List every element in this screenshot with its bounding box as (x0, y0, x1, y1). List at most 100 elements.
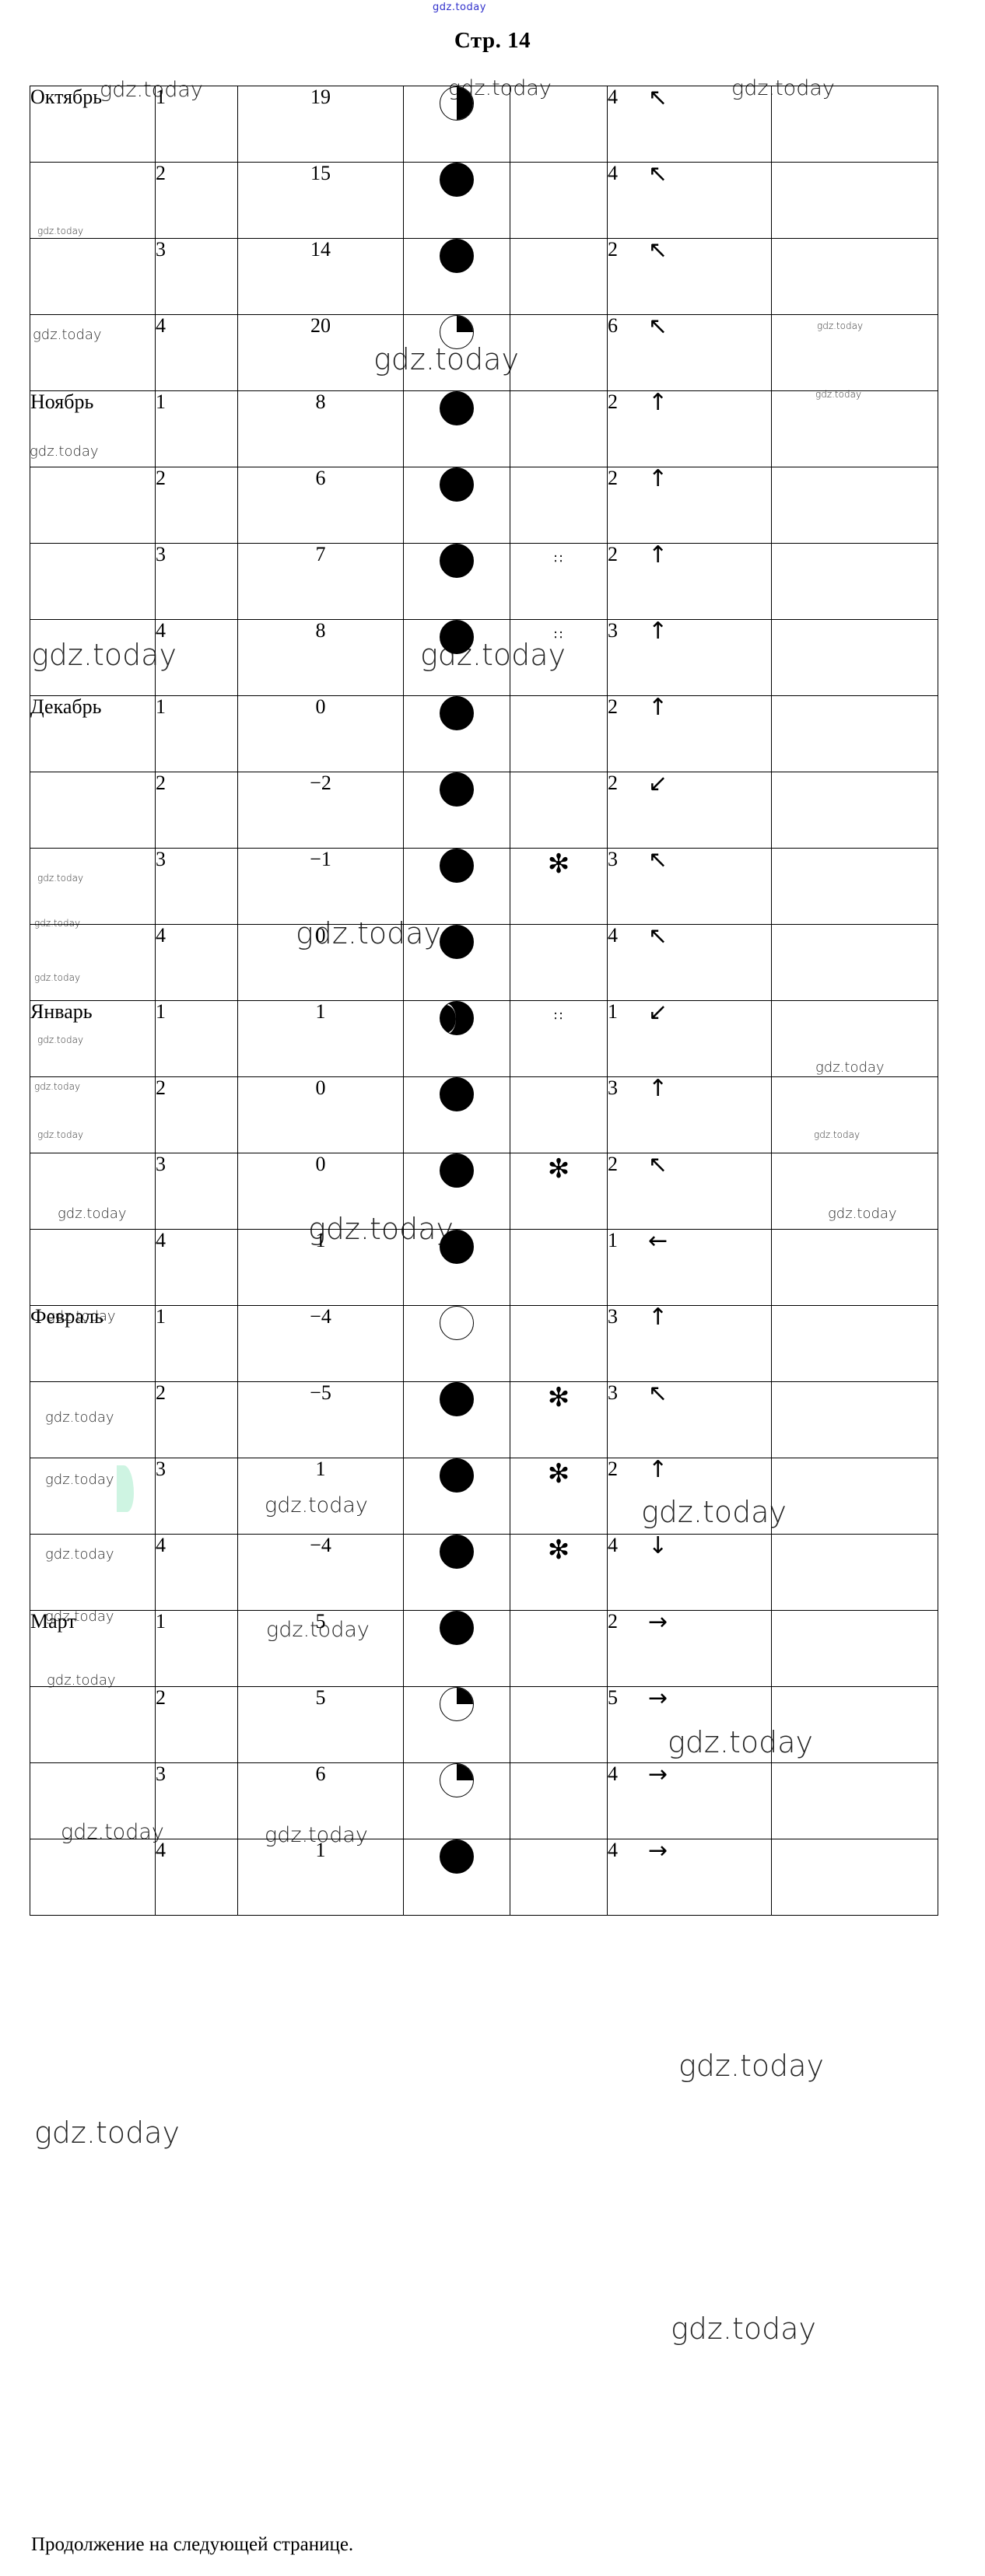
cell-month (30, 772, 156, 849)
cell-wind: 2 ↖ (607, 1153, 772, 1230)
cell-precipitation: ✻ (510, 1458, 608, 1535)
wind-speed-value: 3 (608, 1076, 618, 1099)
cell-extra (771, 1000, 938, 1077)
cell-temperature: 0 (237, 695, 404, 772)
cell-temperature: 1 (237, 1839, 404, 1916)
cell-precipitation (510, 924, 608, 1001)
cell-extra (771, 695, 938, 772)
table-row: 3 1 ✻ 2 ↑ (30, 1458, 938, 1535)
moon-phase-full-icon (440, 391, 474, 425)
cell-extra (771, 86, 938, 163)
wind-direction-arrow-icon: ↖ (648, 236, 668, 264)
cell-wind: 2 ↙ (607, 772, 772, 849)
table-row: Ноябрь 1 8 2 ↑ (30, 390, 938, 467)
cell-wind: 4 ↖ (607, 84, 772, 163)
wind-speed-value: 6 (608, 314, 618, 337)
cell-moon-phase (403, 1610, 510, 1687)
cell-week-number: 4 (155, 924, 238, 1001)
cell-month (30, 619, 156, 696)
snowflake-icon: ✻ (547, 849, 570, 880)
cell-precipitation (510, 1839, 608, 1916)
cell-week-number: 3 (155, 1762, 238, 1839)
wind-direction-arrow-icon: → (648, 1761, 668, 1788)
cell-precipitation (510, 695, 608, 772)
cell-precipitation (510, 238, 608, 315)
wind-direction-arrow-icon: ↑ (648, 465, 668, 492)
cell-month (30, 467, 156, 544)
rain-icon: ∷ (554, 1009, 563, 1024)
cell-temperature: 1 (237, 1229, 404, 1306)
cell-week-number: 4 (155, 1534, 238, 1611)
cell-week-number: 1 (155, 1610, 238, 1687)
cell-temperature: 0 (237, 1076, 404, 1153)
cell-week-number: 3 (155, 848, 238, 925)
cell-wind: 1 ↙ (607, 999, 772, 1077)
wind-direction-arrow-icon: ↑ (648, 1304, 668, 1331)
table-row: 3 −1 ✻ 3 ↖ (30, 848, 938, 925)
wind-speed-value: 4 (608, 1534, 618, 1556)
table-row: Январь 1 1 ∷ 1 ↙ (30, 999, 938, 1077)
cell-moon-phase (403, 1534, 510, 1611)
cell-extra (771, 467, 938, 544)
cell-precipitation (510, 1229, 608, 1306)
wind-direction-arrow-icon: ↖ (648, 84, 668, 111)
moon-phase-full-icon (440, 1382, 474, 1416)
moon-phase-full-icon (440, 467, 474, 502)
wind-direction-arrow-icon: ↑ (648, 618, 668, 645)
cell-month (30, 1762, 156, 1839)
wind-speed-value: 1 (608, 1000, 618, 1023)
wind-speed-value: 3 (608, 619, 618, 642)
cell-extra (771, 1381, 938, 1458)
cell-week-number: 4 (155, 619, 238, 696)
wind-direction-arrow-icon: ↙ (648, 999, 668, 1026)
cell-extra (771, 390, 938, 467)
wind-speed-value: 2 (608, 772, 618, 794)
wind-speed-value: 4 (608, 1762, 618, 1785)
moon-phase-full-icon (440, 1839, 474, 1874)
watermark: gdz.today (34, 2116, 180, 2150)
wind-speed-value: 2 (608, 390, 618, 413)
table-row: Декабрь 1 0 2 ↑ (30, 695, 938, 772)
cell-moon-phase (403, 238, 510, 315)
cell-extra (771, 1305, 938, 1382)
cell-precipitation (510, 390, 608, 467)
moon-phase-right-half-icon (440, 86, 474, 121)
cell-wind: 2 ↑ (607, 695, 772, 772)
cell-wind: 2 ↑ (607, 465, 772, 544)
moon-phase-full-icon (440, 696, 474, 730)
cell-month: Октябрь (30, 86, 156, 163)
cell-extra (771, 1458, 938, 1535)
table-row: 4 1 4 → (30, 1839, 938, 1916)
table-row: 3 0 ✻ 2 ↖ (30, 1153, 938, 1230)
cell-month (30, 848, 156, 925)
cell-moon-phase (403, 1000, 510, 1077)
table-row: 2 6 2 ↑ (30, 467, 938, 544)
wind-speed-value: 2 (608, 695, 618, 718)
cell-week-number: 3 (155, 1458, 238, 1535)
cell-extra (771, 1686, 938, 1763)
cell-precipitation (510, 1076, 608, 1153)
cell-week-number: 3 (155, 543, 238, 620)
cell-extra (771, 314, 938, 391)
cell-wind: 4 → (607, 1761, 772, 1839)
wind-direction-arrow-icon: ↖ (648, 1380, 668, 1407)
cell-wind: 2 ↑ (607, 390, 772, 467)
cell-moon-phase (403, 848, 510, 925)
wind-speed-value: 2 (608, 467, 618, 489)
wind-direction-arrow-icon: ↓ (648, 1532, 668, 1559)
cell-week-number: 1 (155, 695, 238, 772)
cell-moon-phase (403, 1076, 510, 1153)
cell-month (30, 1229, 156, 1306)
snowflake-icon: ✻ (547, 1153, 570, 1185)
cell-precipitation (510, 314, 608, 391)
header-watermark: gdz.today (433, 2, 486, 13)
table-row: 4 −4 ✻ 4 ↓ (30, 1532, 938, 1611)
table-row: 2 0 3 ↑ (30, 1076, 938, 1153)
cell-week-number: 2 (155, 1381, 238, 1458)
cell-temperature: −1 (237, 848, 404, 925)
cell-precipitation (510, 86, 608, 163)
cell-week-number: 2 (155, 1076, 238, 1153)
cell-moon-phase (403, 1153, 510, 1230)
cell-moon-phase (403, 162, 510, 239)
cell-temperature: 19 (237, 86, 404, 163)
